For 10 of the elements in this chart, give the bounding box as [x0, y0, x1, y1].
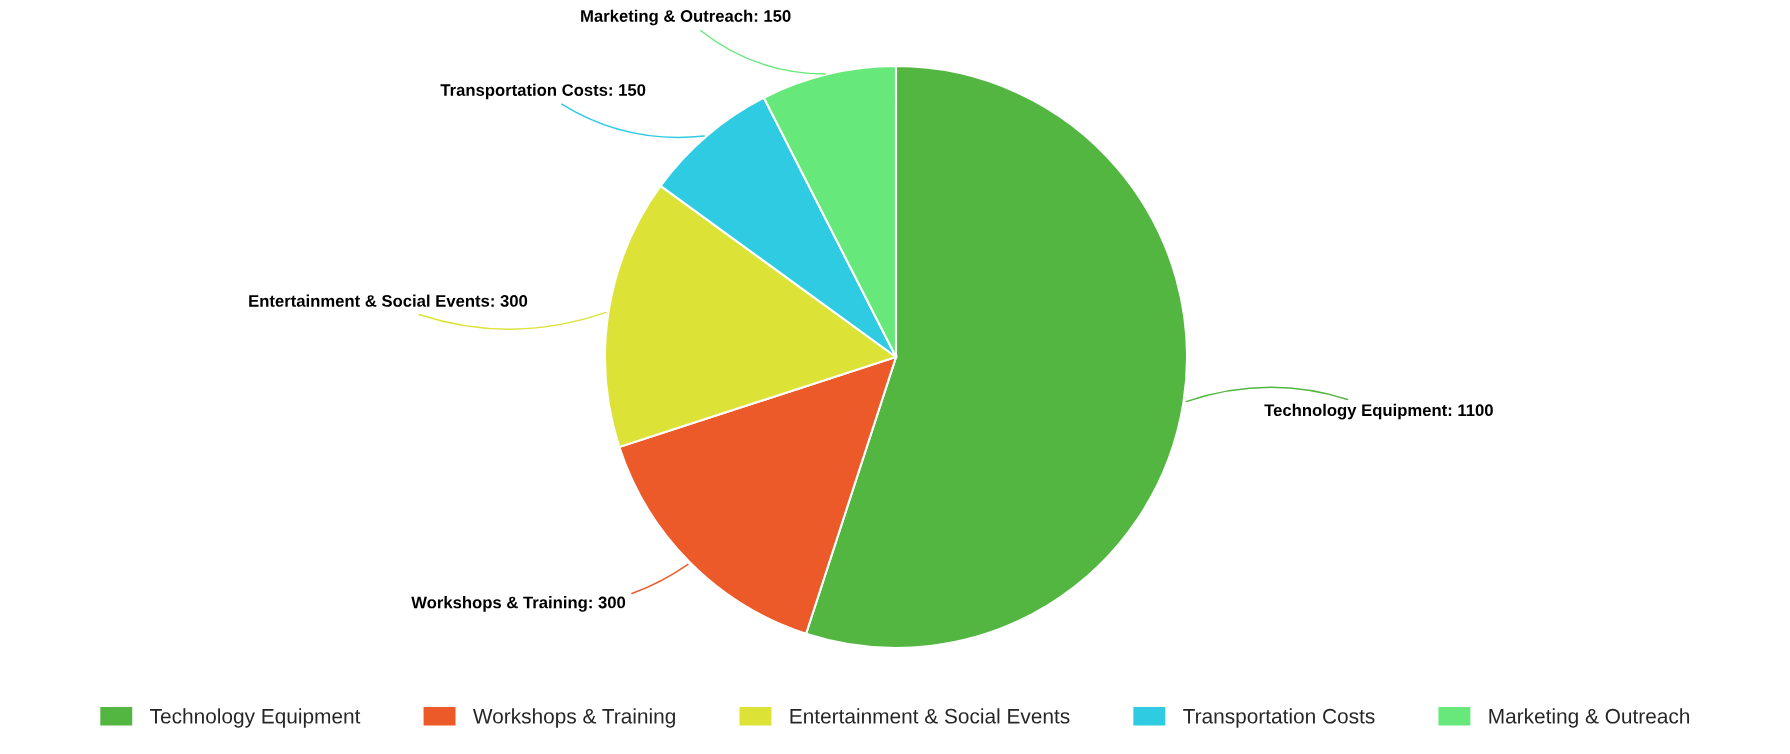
legend-label: Entertainment & Social Events — [790, 708, 1070, 724]
data-label: Workshops & Training: 300 — [411, 596, 626, 612]
data-label: Technology Equipment: 1100 — [1264, 403, 1493, 420]
legend-label: Technology Equipment — [150, 708, 361, 728]
legend-label: Marketing & Outreach — [1489, 708, 1690, 728]
legend-label: Workshops & Training — [472, 708, 675, 728]
data-label: Entertainment & Social Events: 300 — [249, 294, 528, 307]
data-label: Marketing & Outreach: 150 — [581, 9, 791, 26]
data-label: Transportation Costs: 150 — [440, 83, 646, 100]
legend-label: Transportation Costs — [1183, 708, 1375, 728]
